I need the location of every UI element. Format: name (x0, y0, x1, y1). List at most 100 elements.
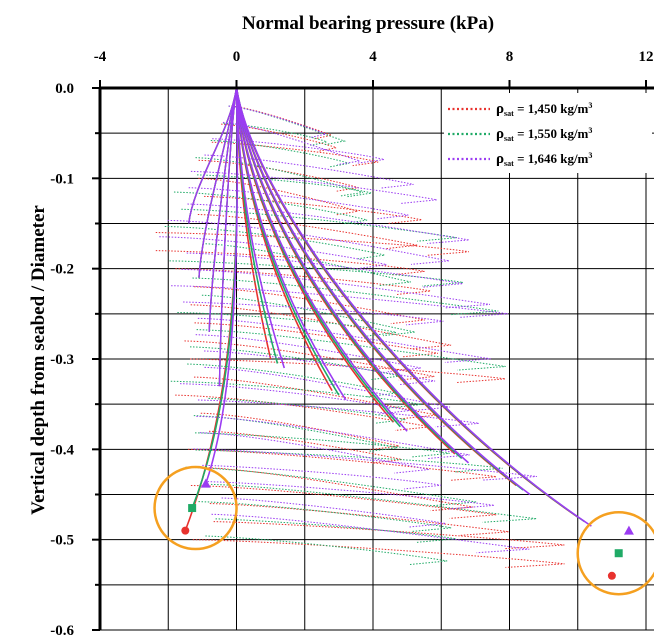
series-curve (195, 432, 450, 458)
series-curve (222, 121, 360, 166)
legend-label: ρsat = 1,450 kg/m3 (496, 101, 592, 118)
series-curve (189, 346, 400, 381)
series-curve (200, 412, 400, 451)
series-curve (177, 311, 397, 337)
series-curve (186, 252, 463, 288)
series-curve (208, 397, 406, 424)
end-marker-triangle (200, 478, 211, 488)
series-curve (221, 497, 446, 528)
series-main-curve (198, 88, 238, 278)
series-curve (181, 268, 490, 309)
legend-label: ρsat = 1,646 kg/m3 (496, 151, 592, 168)
series-tail-curve (205, 88, 239, 484)
series-curve (181, 208, 457, 242)
end-marker-circle (607, 571, 616, 580)
legend-label: ρsat = 1,550 kg/m3 (496, 126, 592, 143)
y-axis-title: Vertical depth from seabed / Diameter (28, 205, 49, 515)
y-tick-label: -0.5 (50, 533, 74, 549)
series-curve (190, 170, 437, 204)
series-curve (208, 430, 402, 464)
series-curve (194, 322, 439, 358)
series-main-curve (235, 88, 408, 432)
x-tick-label: 4 (369, 49, 377, 65)
series-curve (193, 448, 537, 481)
series-curve (202, 243, 411, 287)
legend: ρsat = 1,450 kg/m3 ρsat = 1,550 kg/m3 ρsat… (444, 93, 652, 173)
end-markers (153, 465, 654, 596)
y-tick-label: -0.1 (50, 171, 74, 187)
series-curve (205, 535, 448, 566)
series-curve (188, 448, 497, 481)
end-marker-circle (181, 526, 190, 535)
x-tick-label: -4 (94, 49, 107, 65)
series-curve (193, 376, 438, 420)
end-marker-square (188, 504, 197, 513)
series-curve (164, 225, 385, 260)
series-curve (192, 277, 499, 316)
series-main-curve (235, 88, 286, 369)
series-curve (187, 203, 470, 245)
series-curve (223, 122, 329, 146)
end-marker-triangle (623, 525, 634, 535)
x-axis-title: Normal bearing pressure (kPa) (242, 13, 494, 34)
series-3 (159, 88, 592, 554)
series-curve (212, 138, 385, 164)
y-tick-label: -0.2 (50, 262, 74, 278)
series-main-curve (235, 88, 347, 401)
series-curve (215, 518, 457, 543)
series-curve (213, 521, 565, 550)
series-curve (190, 484, 497, 519)
series-curve (196, 415, 470, 460)
x-tick-label: 8 (506, 49, 514, 65)
series-curve (159, 236, 387, 269)
series-curve (196, 329, 506, 371)
series-curve (211, 513, 530, 554)
series-curve (197, 317, 491, 363)
y-tick-label: -0.4 (50, 442, 74, 458)
series-curve (210, 139, 350, 168)
highlight-circle (576, 510, 654, 596)
series-curve (190, 358, 506, 383)
y-tick-label: 0.0 (55, 81, 74, 97)
series-curve (173, 191, 368, 225)
series-curve (188, 187, 409, 220)
series-curves (155, 88, 592, 568)
legend-box (444, 93, 652, 173)
series-curve (207, 481, 495, 510)
series-curve (202, 464, 442, 490)
series-curve (155, 250, 425, 276)
x-tick-label: 12 (639, 49, 654, 65)
series-curve (197, 399, 479, 428)
axes: -4 0 4 8 12 0.0 -0.1 -0.2 -0.3 -0.4 -0.5 -0.6 (50, 49, 654, 639)
series-curve (175, 268, 431, 296)
series-main-curve (235, 88, 592, 527)
series-curve (199, 466, 474, 512)
highlight-circle (153, 465, 238, 551)
x-tick-label: 0 (233, 49, 241, 65)
series-curve (169, 260, 464, 287)
series-curve (193, 415, 398, 452)
series-curve (187, 363, 397, 398)
series-curve (175, 394, 430, 431)
series-curve (201, 294, 416, 337)
series-main-curve (188, 88, 238, 224)
grid (99, 87, 654, 631)
series-curve (199, 432, 430, 474)
series-curve (204, 350, 436, 386)
series-curve (192, 539, 565, 568)
end-marker-square (614, 549, 623, 558)
series-main-curve (235, 88, 470, 464)
series-main-curve (218, 88, 238, 387)
y-tick-label: -0.6 (50, 623, 74, 639)
series-curve (195, 157, 364, 197)
series-curve (210, 483, 537, 523)
series-main-curve (235, 88, 531, 496)
y-tick-label: -0.3 (50, 352, 74, 368)
series-curve (221, 123, 339, 152)
series-curve (183, 301, 444, 326)
series-curve (167, 219, 450, 265)
series-curve (198, 501, 452, 532)
series-curve (184, 340, 435, 381)
series-curve (171, 285, 509, 318)
